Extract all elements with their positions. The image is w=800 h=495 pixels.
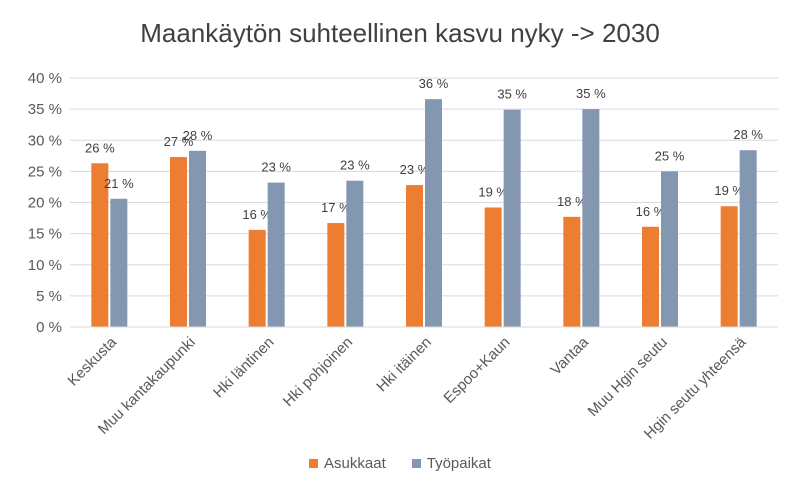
data-label: 18 % <box>557 194 587 209</box>
legend-item-tyopaikat: Työpaikat <box>411 455 491 472</box>
bar-asukkaat <box>91 163 109 327</box>
chart-title: Maankäytön suhteellinen kasvu nyky -> 20… <box>140 18 660 48</box>
y-tick-label: 10 % <box>28 257 62 274</box>
y-tick-label: 30 % <box>28 132 62 149</box>
x-tick-label: Keskusta <box>65 333 121 389</box>
data-label: 25 % <box>655 148 685 163</box>
data-label: 19 % <box>714 183 744 198</box>
legend-swatch-tyopaikat <box>411 459 421 468</box>
data-label: 23 % <box>400 162 430 177</box>
y-tick-label: 35 % <box>28 101 62 118</box>
bar-tyopaikat <box>110 198 128 327</box>
x-tick-label: Hki pohjoinen <box>280 334 356 410</box>
bar-tyopaikat <box>503 109 521 327</box>
bar-asukkaat <box>563 216 581 327</box>
legend-label-tyopaikat: Työpaikat <box>426 455 491 472</box>
bar-tyopaikat <box>346 180 364 327</box>
bar-asukkaat <box>170 157 187 327</box>
data-label: 27 % <box>164 134 194 149</box>
data-label: 17 % <box>321 200 351 215</box>
bar-asukkaat <box>484 207 502 327</box>
y-tick-label: 15 % <box>28 226 62 243</box>
bar-asukkaat <box>327 223 345 327</box>
data-label: 21 % <box>104 176 134 191</box>
data-label: 36 % <box>419 76 449 91</box>
bar-tyopaikat <box>267 182 285 327</box>
bar-tyopaikat <box>189 150 206 327</box>
data-label: 16 % <box>242 207 272 222</box>
legend-swatch-asukkaat <box>309 459 319 468</box>
bar-asukkaat <box>248 229 266 327</box>
y-tick-label: 20 % <box>28 195 62 212</box>
bar-tyopaikat <box>661 171 678 327</box>
data-label: 28 % <box>733 127 763 142</box>
legend: Asukkaat Työpaikat <box>0 455 800 472</box>
y-tick-label: 5 % <box>36 288 62 305</box>
y-tick-label: 25 % <box>28 163 62 180</box>
bar-tyopaikat <box>582 109 600 327</box>
legend-label-asukkaat: Asukkaat <box>324 455 386 472</box>
data-label: 19 % <box>478 184 508 199</box>
bar-tyopaikat <box>739 150 757 327</box>
x-tick-label: Espoo+Kaun <box>440 334 513 407</box>
x-tick-label: Hki läntinen <box>210 334 277 401</box>
data-label: 35 % <box>576 86 606 101</box>
bar-asukkaat <box>406 185 423 327</box>
y-tick-label: 40 % <box>28 70 62 87</box>
bar-asukkaat <box>720 206 738 327</box>
data-label: 28 % <box>183 128 213 143</box>
data-label: 23 % <box>261 160 291 175</box>
x-tick-label: Vantaa <box>547 333 592 378</box>
y-tick-label: 0 % <box>36 319 62 336</box>
bar-asukkaat <box>642 226 659 327</box>
data-label: 26 % <box>85 140 115 155</box>
data-label: 35 % <box>497 87 527 102</box>
data-label: 23 % <box>340 158 370 173</box>
data-label: 16 % <box>636 204 666 219</box>
x-tick-label: Muu Hgin seutu <box>585 334 671 420</box>
bar-tyopaikat <box>425 99 442 327</box>
x-tick-label: Hki itäinen <box>373 334 435 396</box>
legend-item-asukkaat: Asukkaat <box>309 455 386 472</box>
